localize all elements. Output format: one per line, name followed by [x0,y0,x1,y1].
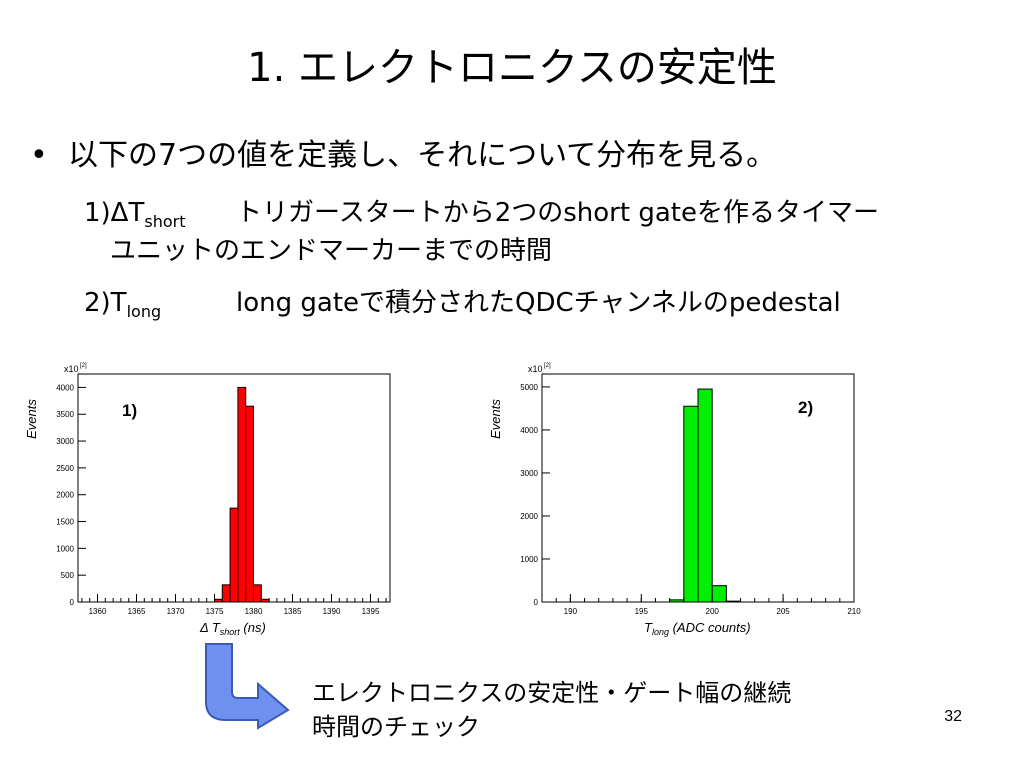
bullet-line: • 以下の7つの値を定義し、それについて分布を見る。 [30,136,776,176]
x-tick-label: 1370 [167,607,185,616]
y-tick-label: 500 [61,571,75,580]
y-axis-label: Events [488,399,503,439]
x-tick-label: 195 [635,607,649,616]
y-tick-label: 5000 [520,383,538,392]
histogram-delta-t-short: 0 500 1000 1500 2000 2500 3000 3500 4000 1360 1365… [24,363,391,637]
bullet-dot: • [30,138,48,173]
y-tick-label: 2000 [56,491,74,500]
item-2-text: long gateで積分されたQDCチャンネルのpedestal [236,288,841,318]
item-1-line-1: 1)ΔTshort [84,196,185,239]
exponent-label: x10 [64,364,79,374]
item-1-prefix: 1)ΔT [84,198,145,228]
x-tick-label: 1395 [362,607,380,616]
y-tick-label: 1000 [56,544,74,553]
histogram-bin [260,598,270,603]
y-axis-label: Events [24,399,39,439]
y-tick-label: 3000 [56,437,74,446]
histogram-bin [253,584,262,603]
y-tick-label: 0 [534,598,539,607]
histogram-bin [221,584,231,603]
bullet-text: 以下の7つの値を定義し、それについて分布を見る。 [68,138,777,173]
panel-label: 2) [798,398,813,417]
y-tick-label: 0 [70,598,75,607]
y-tick-label: 3000 [520,469,538,478]
item-2-sub: long [126,302,162,321]
histogram-bin [245,405,254,603]
note-line-2: 時間のチェック [312,713,480,741]
y-tick-label: 3500 [56,410,74,419]
panel-label: 1) [122,401,137,420]
exponent-label: x10 [528,364,543,374]
x-tick-label: 1365 [128,607,146,616]
exponent-sup: [2] [80,363,87,369]
note-line-1: エレクトロニクスの安定性・ゲート幅の継続 [312,679,792,707]
histogram-bin [697,388,713,603]
x-tick-label: 200 [706,607,720,616]
y-tick-label: 2000 [520,512,538,521]
x-tick-label: 1380 [245,607,263,616]
page-number: 32 [944,708,962,725]
stability-note: エレクトロニクスの安定性・ゲート幅の継続 時間のチェック [312,676,791,744]
histogram-bin [725,600,742,603]
slide-title: 1. エレクトロニクスの安定性 [247,45,777,91]
histogram-bin [237,386,247,603]
x-tick-label: 190 [564,607,578,616]
y-tick-label: 2500 [56,464,74,473]
histogram-bin [229,507,239,603]
item-1-text-1: トリガースタートから2つのshort gateを作るタイマー [236,198,879,228]
x-tick-label: 1390 [323,607,341,616]
y-tick-label: 1000 [520,555,538,564]
x-tick-label: 210 [847,607,861,616]
x-axis-label: Tlong (ADC counts) [644,620,751,637]
x-tick-label: 1360 [89,607,107,616]
y-tick-label: 4000 [56,383,74,392]
x-tick-label: 1375 [206,607,224,616]
histogram-bin [214,598,223,603]
histogram-bin [711,585,727,603]
y-tick-label: 4000 [520,426,538,435]
item-2-prefix: 2)T [84,288,127,318]
item-1-text-2: ユニットのエンドマーカーまでの時間 [110,236,553,266]
x-tick-label: 205 [776,607,790,616]
exponent-sup: [2] [544,363,551,369]
bent-arrow-icon [205,643,290,730]
histogram-t-long: 0 1000 2000 3000 4000 5000 190 195 200 205 210 x10[… [488,363,861,637]
histogram-bin [669,599,685,603]
histogram-bin [683,405,699,603]
x-axis-label: Δ Tshort (ns) [199,620,266,637]
item-1-sub: short [144,212,186,231]
item-2-label: 2)Tlong [84,286,161,329]
x-tick-label: 1385 [284,607,302,616]
y-tick-label: 1500 [56,518,74,527]
